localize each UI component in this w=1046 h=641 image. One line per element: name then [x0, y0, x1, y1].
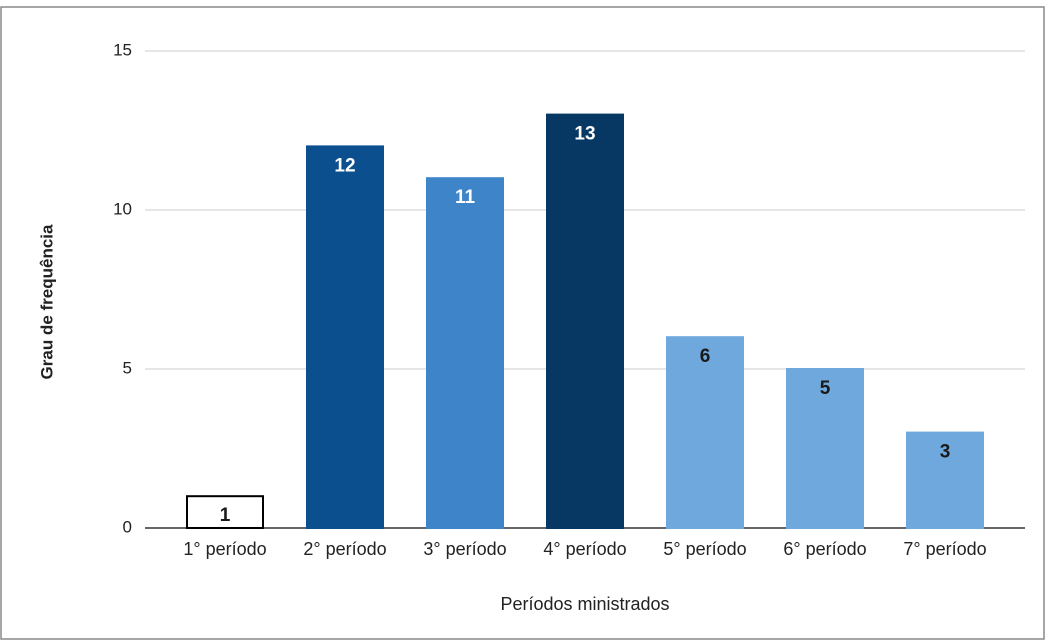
x-tick-label: 3° período	[423, 539, 506, 559]
bar	[786, 368, 864, 529]
bar	[546, 113, 624, 529]
bar	[906, 431, 984, 530]
y-tick-label: 5	[123, 358, 132, 377]
bar	[666, 336, 744, 530]
bar	[306, 145, 384, 529]
x-tick-label: 6° período	[783, 539, 866, 559]
data-label: 12	[334, 155, 355, 176]
y-axis-title: Grau de frequência	[37, 224, 56, 379]
data-label: 6	[700, 346, 711, 367]
x-tick-label: 5° período	[663, 539, 746, 559]
data-label: 1	[220, 505, 231, 526]
y-tick-label: 10	[113, 199, 132, 218]
bar	[186, 495, 264, 530]
y-tick-label: 0	[123, 517, 132, 536]
data-label: 5	[820, 378, 831, 399]
data-label: 11	[455, 187, 476, 208]
x-tick-label: 2° período	[303, 539, 386, 559]
bar	[426, 177, 504, 529]
x-tick-label: 1° período	[183, 539, 266, 559]
y-tick-label: 15	[113, 40, 132, 59]
data-label: 13	[574, 124, 595, 145]
x-axis-title: Períodos ministrados	[500, 594, 669, 614]
data-label: 3	[940, 442, 951, 463]
frame	[0, 6, 1045, 640]
x-tick-label: 4° período	[543, 539, 626, 559]
x-tick-label: 7° período	[903, 539, 986, 559]
